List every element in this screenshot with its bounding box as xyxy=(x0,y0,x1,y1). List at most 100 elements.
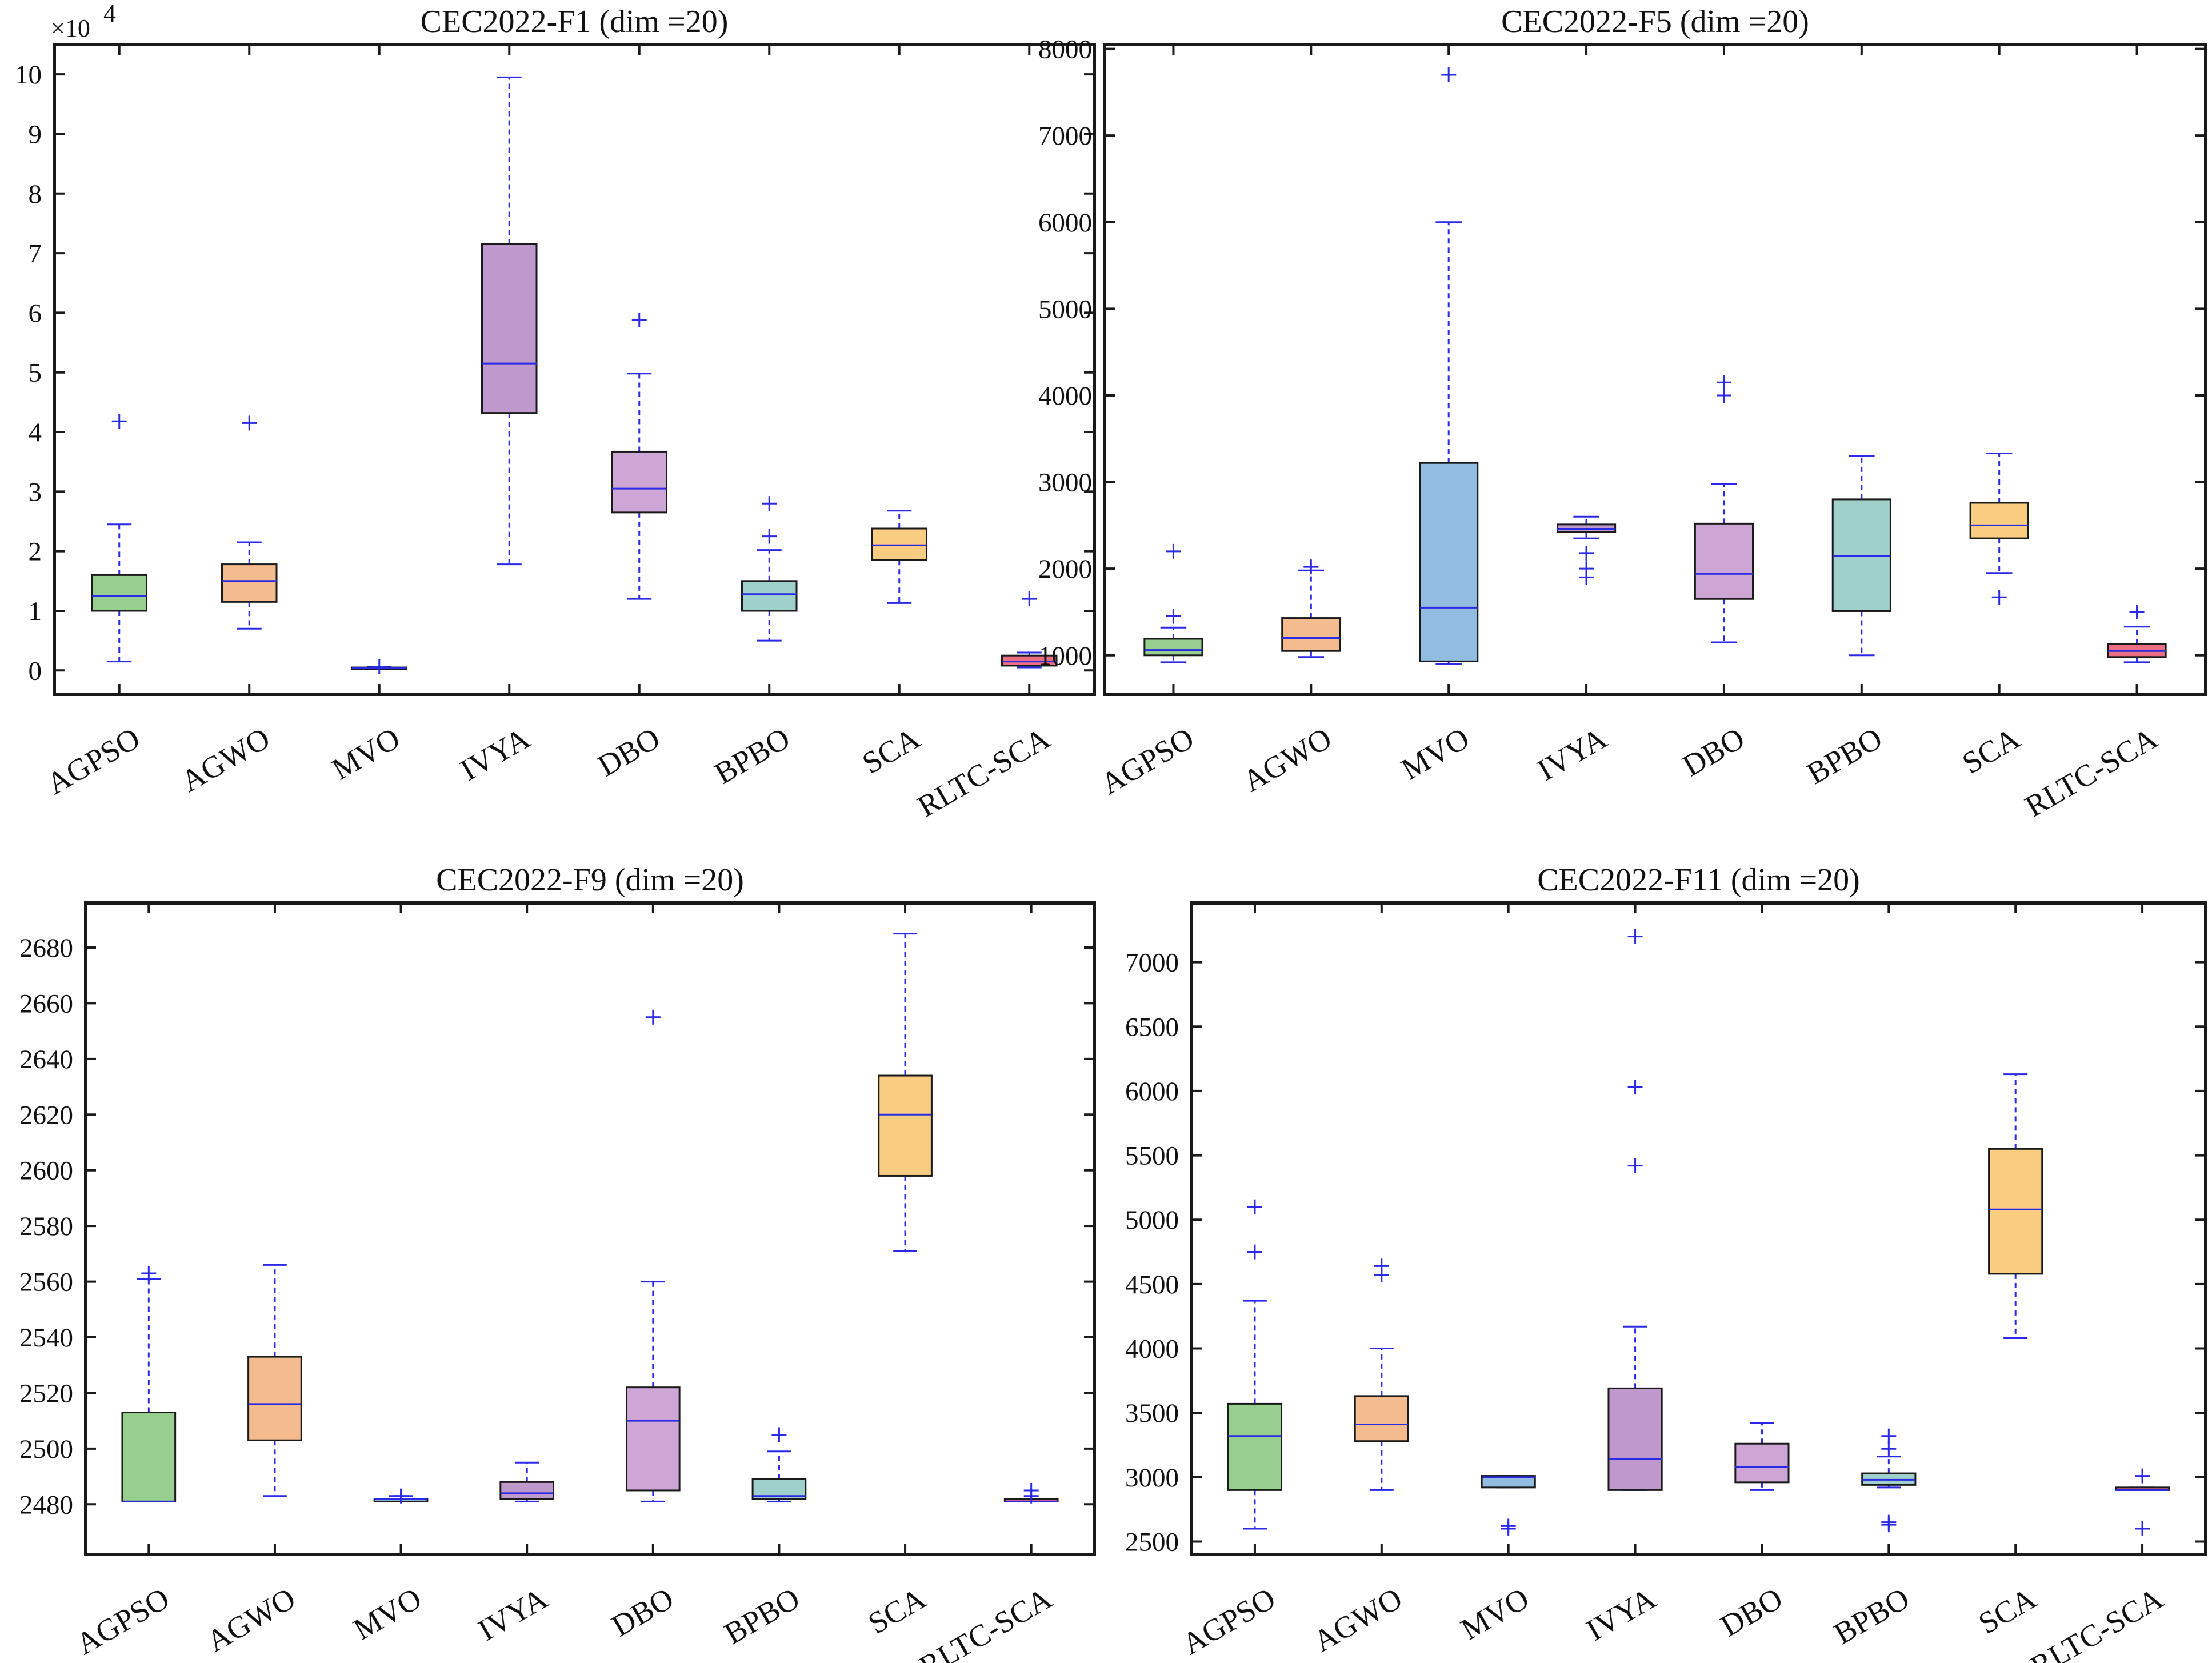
y-tick-label: 1 xyxy=(29,597,42,626)
outlier-marker xyxy=(1579,561,1594,577)
outlier-marker xyxy=(1303,559,1319,575)
box-dbo xyxy=(625,1009,681,1502)
y-tick-label: 3000 xyxy=(1125,1463,1179,1493)
box-mvo xyxy=(373,1488,429,1504)
y-tick-label: 2500 xyxy=(1125,1527,1179,1557)
iqr-box xyxy=(1143,638,1203,657)
iqr-box xyxy=(1988,1148,2043,1275)
category-label-mvo: MVO xyxy=(1455,1581,1535,1646)
y-tick-label: 2480 xyxy=(19,1490,73,1520)
y-tick-label: 2500 xyxy=(19,1434,73,1464)
category-label-bpbo: BPBO xyxy=(718,1581,805,1651)
y-tick-label: 6500 xyxy=(1125,1012,1179,1042)
iqr-box xyxy=(1354,1395,1409,1442)
box-rltc-sca xyxy=(2114,1468,2170,1536)
category-label-agwo: AGWO xyxy=(175,721,275,798)
category-label-sca: SCA xyxy=(857,721,926,780)
iqr-box xyxy=(1969,502,2029,539)
outlier-marker xyxy=(1881,1441,1897,1457)
box-ivya xyxy=(481,76,538,566)
box-mvo xyxy=(1481,1475,1536,1536)
y-tick-label: 2580 xyxy=(19,1212,73,1241)
chart-title: CEC2022-F1 (dim =20) xyxy=(421,4,729,39)
box-mvo xyxy=(1419,67,1479,665)
y-tick-label: 4 xyxy=(29,418,42,447)
outlier-marker xyxy=(1166,609,1181,624)
category-label-sca: SCA xyxy=(1957,721,2026,780)
y-tick-label: 2620 xyxy=(19,1100,73,1130)
outlier-marker xyxy=(1716,375,1731,390)
outlier-marker xyxy=(1247,1244,1262,1260)
outlier-marker xyxy=(1374,1258,1389,1274)
box-agwo xyxy=(221,415,278,630)
iqr-box xyxy=(221,563,278,603)
box-dbo xyxy=(611,312,668,600)
outlier-marker xyxy=(371,659,387,675)
y-tick-label: 2660 xyxy=(19,989,73,1018)
panel-f9: 2480 2500 2520 2540 2560 2580 2600 2620 2640 2660… xyxy=(19,862,1096,1663)
outlier-marker xyxy=(762,496,777,511)
iqr-box xyxy=(1419,462,1479,662)
y-tick-label: 6 xyxy=(29,298,42,328)
iqr-box xyxy=(625,1386,681,1492)
iqr-box xyxy=(1281,617,1341,652)
outlier-marker xyxy=(2129,604,2145,619)
box-bpbo xyxy=(1861,1428,1917,1533)
outlier-marker xyxy=(645,1009,661,1025)
category-label-agpso: AGPSO xyxy=(41,721,145,801)
box-ivya xyxy=(1556,515,1617,585)
y-tick-label: 7 xyxy=(29,239,42,269)
y-tick-label: 2000 xyxy=(1038,554,1092,584)
outlier-marker xyxy=(762,529,777,544)
category-label-mvo: MVO xyxy=(326,721,406,786)
y-exponent-power: 4 xyxy=(103,0,116,27)
y-tick-label: 1000 xyxy=(1038,641,1092,671)
category-label-dbo: DBO xyxy=(1715,1581,1789,1643)
outlier-marker xyxy=(1501,1518,1516,1534)
category-label-rltc-sca: RLTC-SCA xyxy=(911,721,1055,823)
outlier-marker xyxy=(111,414,127,429)
box-ivya xyxy=(499,1461,555,1502)
box-rltc-sca xyxy=(2107,604,2167,663)
category-label-agwo: AGWO xyxy=(1237,721,1337,798)
outlier-marker xyxy=(1247,1199,1262,1214)
y-tick-label: 5 xyxy=(29,358,42,388)
outlier-marker xyxy=(1023,1482,1039,1498)
outlier-marker xyxy=(1579,545,1594,561)
y-tick-label: 5000 xyxy=(1125,1205,1179,1235)
y-tick-label: 7000 xyxy=(1038,121,1092,151)
outlier-marker xyxy=(1627,929,1643,944)
category-label-dbo: DBO xyxy=(592,721,666,783)
iqr-box xyxy=(481,243,538,414)
y-tick-label: 3000 xyxy=(1038,468,1092,498)
y-tick-label: 0 xyxy=(29,656,42,686)
iqr-box xyxy=(878,1074,933,1177)
box-mvo xyxy=(351,659,408,675)
y-tick-label: 8 xyxy=(29,179,42,209)
category-label-ivya: IVYA xyxy=(1531,721,1613,787)
y-tick-label: 4000 xyxy=(1125,1334,1179,1364)
box-sca xyxy=(878,933,933,1252)
outlier-marker xyxy=(1716,387,1731,403)
y-tick-label: 2520 xyxy=(19,1378,73,1408)
box-agwo xyxy=(1281,559,1341,658)
box-agpso xyxy=(1227,1199,1283,1530)
outlier-marker xyxy=(1441,67,1457,83)
box-agpso xyxy=(91,414,148,663)
outlier-marker xyxy=(393,1488,409,1504)
y-tick-label: 2 xyxy=(29,537,42,567)
category-label-mvo: MVO xyxy=(1395,721,1475,786)
category-label-ivya: IVYA xyxy=(472,1581,553,1647)
iqr-box xyxy=(91,574,148,612)
iqr-box xyxy=(1607,1387,1663,1491)
iqr-box xyxy=(1694,522,1754,600)
box-agpso xyxy=(121,1265,177,1502)
box-bpbo xyxy=(1831,455,1891,657)
iqr-box xyxy=(1227,1402,1283,1491)
panel-f5: 1000 2000 3000 4000 5000 6000 7000 8000 CEC2022-… xyxy=(1038,4,2207,823)
category-label-bpbo: BPBO xyxy=(709,721,795,791)
outlier-marker xyxy=(2135,1521,2150,1536)
category-label-agwo: AGWO xyxy=(201,1581,301,1658)
box-agwo xyxy=(1354,1258,1409,1491)
